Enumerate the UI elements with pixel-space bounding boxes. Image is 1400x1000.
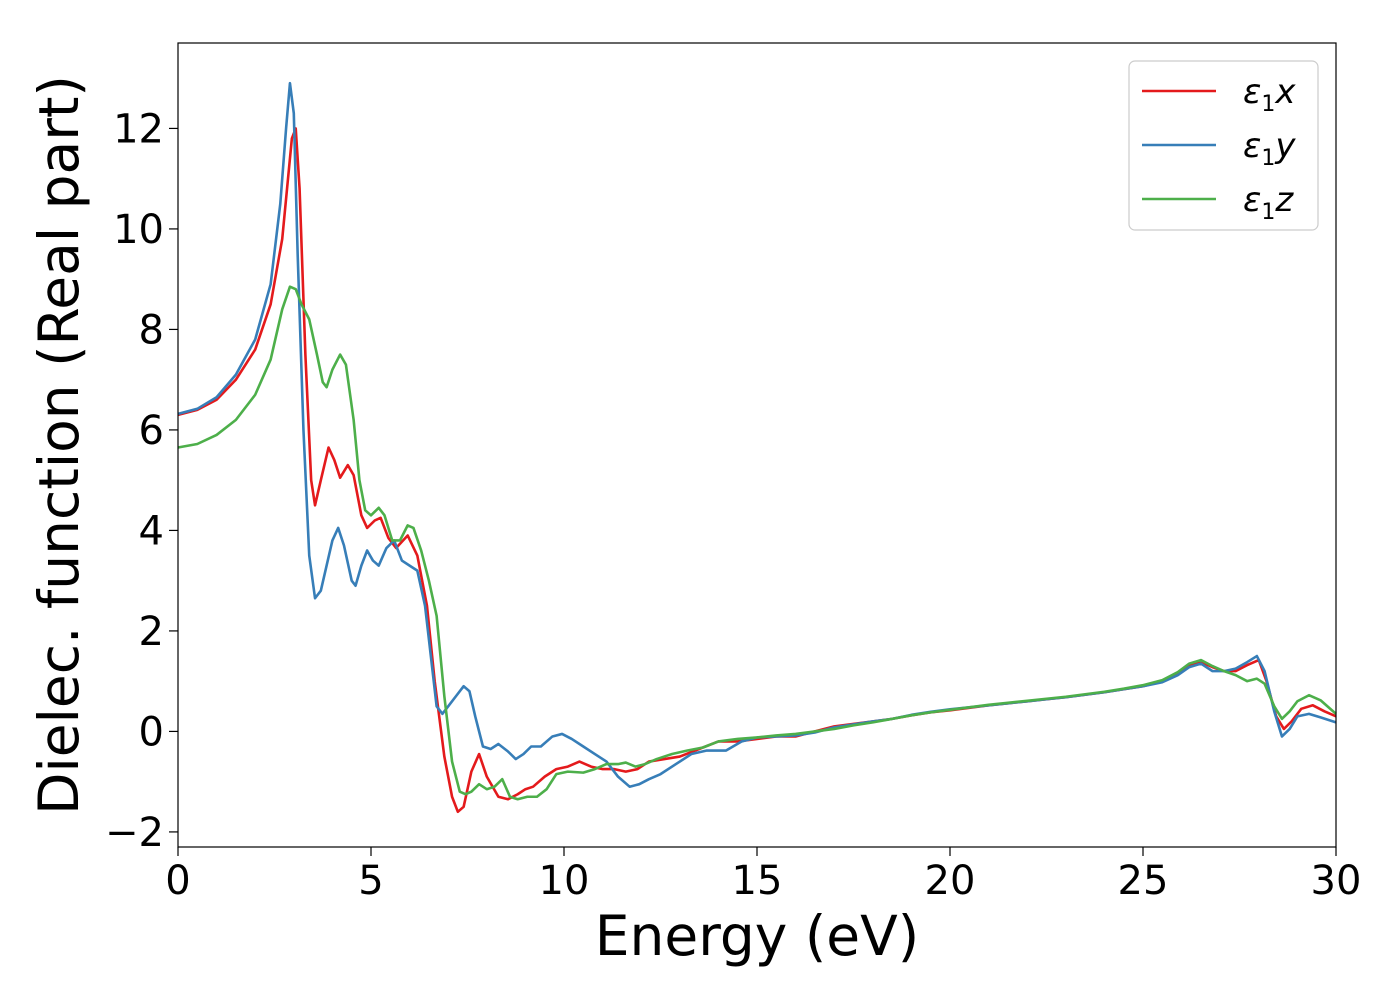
x-tick-label: 5: [358, 858, 383, 904]
x-tick-label: 10: [539, 858, 590, 904]
x-tick-label: 30: [1311, 858, 1362, 904]
y-tick-label: 2: [139, 609, 164, 655]
y-tick-label: 6: [139, 408, 164, 454]
x-tick-label: 0: [165, 858, 190, 904]
y-axis-label: Dielec. function (Real part): [27, 75, 91, 815]
x-tick-label: 15: [732, 858, 783, 904]
y-tick-label: 12: [113, 106, 164, 152]
y-tick-label: −2: [105, 810, 164, 856]
legend-label-z: ε1z: [1243, 180, 1294, 225]
y-axis: −2 0 2 4 6 8 10 12: [105, 106, 178, 856]
legend: ε1x ε1y ε1z: [1128, 60, 1319, 231]
legend-label-x: ε1x: [1243, 72, 1296, 117]
legend-label-y: ε1y: [1243, 126, 1296, 171]
series-layer: [177, 81, 1337, 814]
x-axis-label: Energy (eV): [595, 904, 919, 968]
series-line-x: [177, 127, 1337, 814]
series-line-y: [177, 81, 1337, 788]
x-tick-label: 20: [925, 858, 976, 904]
y-tick-label: 0: [139, 709, 164, 755]
legend-box: [1128, 60, 1319, 231]
y-tick-label: 8: [139, 307, 164, 353]
x-tick-label: 25: [1118, 858, 1169, 904]
y-tick-label: 4: [139, 508, 164, 554]
y-tick-label: 10: [113, 207, 164, 253]
series-line-z: [177, 285, 1337, 801]
x-axis: 0 5 10 15 20 25 30: [165, 847, 1361, 904]
